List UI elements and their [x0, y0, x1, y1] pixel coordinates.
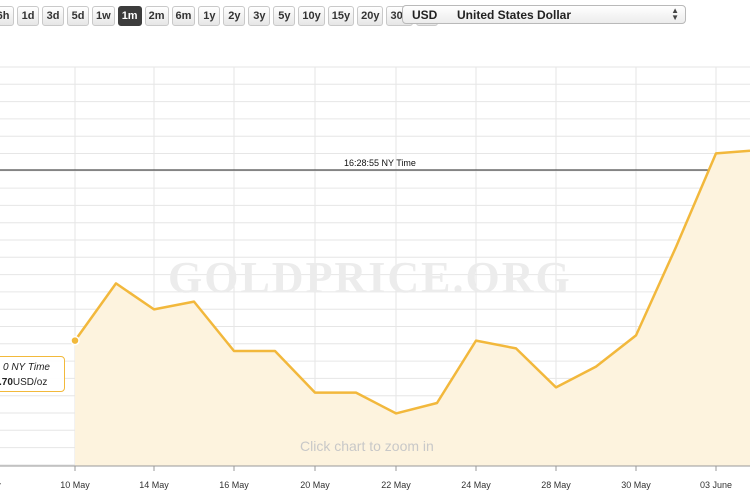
price-chart[interactable]: GOLDPRICE.ORG Click chart to zoom in 16:… — [0, 34, 750, 500]
x-tick-label: 30 May — [621, 480, 651, 490]
range-button-15y[interactable]: 15y — [327, 6, 355, 26]
range-button-6m[interactable]: 6m — [171, 6, 196, 26]
range-button-1m[interactable]: 1m — [117, 6, 142, 26]
x-tick-label: 16 May — [219, 480, 249, 490]
currency-select[interactable]: USD United States Dollar ▲ ▼ — [402, 5, 686, 24]
series-line — [73, 149, 750, 415]
series-area — [75, 150, 750, 467]
range-button-5y[interactable]: 5y — [273, 6, 296, 26]
range-button-20y[interactable]: 20y — [357, 6, 384, 26]
range-button-6h[interactable]: 6h — [0, 6, 14, 26]
x-tick-label: 28 May — [541, 480, 571, 490]
x-tick-label: 03 June — [699, 480, 733, 490]
toolbar: 6h1d3d5d1w1m2m6m1y2y3y5y10y15y20y30yAll … — [0, 0, 750, 34]
range-button-1w[interactable]: 1w — [92, 6, 115, 26]
currency-code: USD — [412, 8, 438, 22]
range-button-group: 6h1d3d5d1w1m2m6m1y2y3y5y10y15y20y30yAll — [0, 6, 438, 26]
tooltip-unit: USD/oz — [12, 377, 48, 388]
x-tick-label: 14 May — [139, 480, 169, 490]
x-tick-label: 10 May — [60, 480, 90, 490]
price-tooltip: 0 NY Time .70USD/oz — [0, 356, 65, 392]
select-arrows-icon: ▲ ▼ — [671, 6, 679, 22]
range-button-2m[interactable]: 2m — [144, 6, 169, 26]
x-tick-label: 24 May — [461, 480, 491, 490]
x-tick-label: ay — [0, 480, 1, 490]
range-button-2y[interactable]: 2y — [223, 6, 246, 26]
tooltip-value: .70USD/oz — [0, 377, 47, 388]
range-button-5d[interactable]: 5d — [67, 6, 89, 26]
range-button-1y[interactable]: 1y — [198, 6, 221, 26]
tooltip-price: .70 — [0, 377, 13, 388]
hover-point-marker — [70, 335, 80, 346]
range-button-3y[interactable]: 3y — [248, 6, 271, 26]
x-tick-label: 20 May — [300, 480, 330, 490]
current-time-label: 16:28:55 NY Time — [344, 158, 416, 168]
range-button-10y[interactable]: 10y — [298, 6, 325, 26]
x-tick-label: 22 May — [381, 480, 411, 490]
tooltip-time: 0 NY Time — [3, 362, 50, 373]
watermark: GOLDPRICE.ORG — [168, 253, 572, 302]
range-button-3d[interactable]: 3d — [42, 6, 64, 26]
zoom-hint: Click chart to zoom in — [300, 438, 434, 454]
range-button-1d[interactable]: 1d — [17, 6, 39, 26]
currency-name: United States Dollar — [457, 8, 572, 22]
chart-canvas — [0, 66, 750, 471]
